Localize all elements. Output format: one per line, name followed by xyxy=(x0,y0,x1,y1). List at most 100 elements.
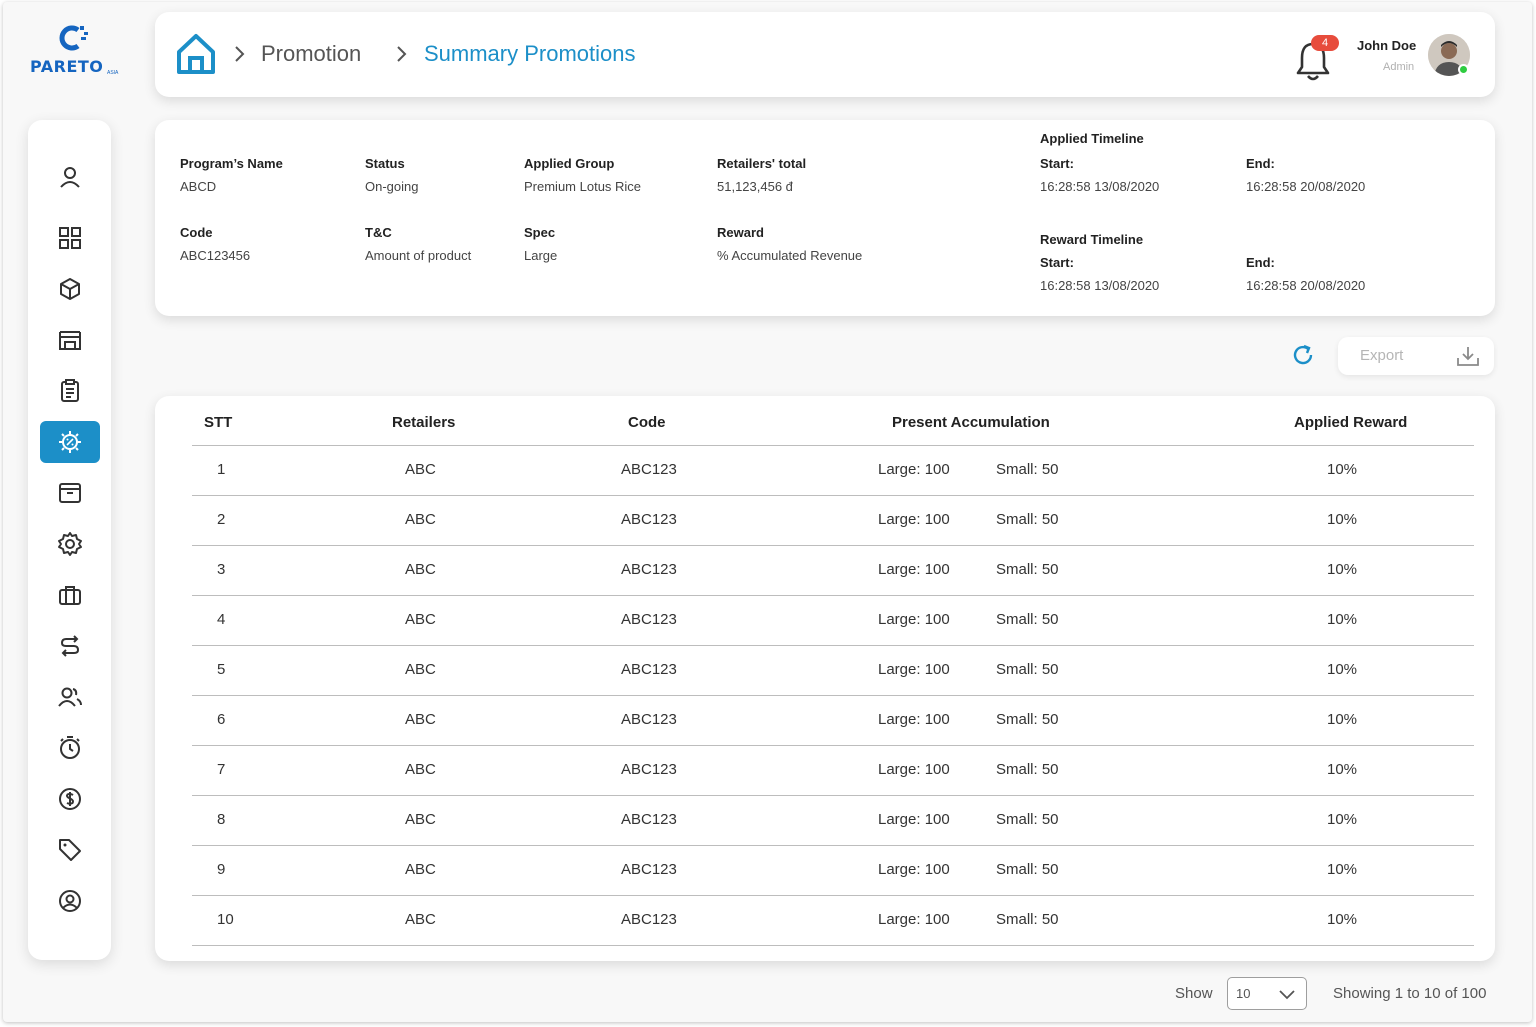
applied-reward-cell: 10% xyxy=(1327,561,1358,578)
table-row[interactable]: 7 ABC ABC123 Large: 100 Small: 50 10% xyxy=(192,746,1474,796)
breadcrumb-promotion[interactable]: Promotion xyxy=(261,41,362,66)
timer-icon xyxy=(60,736,80,759)
home-icon[interactable] xyxy=(175,32,217,76)
reward-start-value: 16:28:58 13/08/2020 xyxy=(1040,278,1160,293)
table-row[interactable]: 9 ABC ABC123 Large: 100 Small: 50 10% xyxy=(192,846,1474,896)
retailer-cell: ABC xyxy=(405,461,436,478)
sidebar-item-account[interactable] xyxy=(40,880,100,922)
briefcase-icon xyxy=(59,586,81,605)
sidebar-item-products[interactable] xyxy=(40,268,100,310)
chevron-down-icon xyxy=(1279,990,1295,1000)
tc-value: Amount of product xyxy=(365,248,472,263)
sidebar-item-routes[interactable] xyxy=(40,625,100,667)
column-header-present-accumulation[interactable]: Present Accumulation xyxy=(892,414,1050,431)
table-row[interactable]: 5 ABC ABC123 Large: 100 Small: 50 10% xyxy=(192,646,1474,696)
code-cell: ABC123 xyxy=(621,811,677,828)
brand-name: PARETO xyxy=(30,57,104,76)
user-name[interactable]: John Doe xyxy=(1357,38,1417,53)
dashboard-icon xyxy=(59,227,81,249)
large-accumulation-cell: Large: 100 xyxy=(878,711,950,728)
program-name-label: Program’s Name xyxy=(180,156,283,171)
table-row[interactable]: 1 ABC ABC123 Large: 100 Small: 50 10% xyxy=(192,446,1474,496)
sidebar-item-stores[interactable] xyxy=(40,319,100,361)
stt-cell: 10 xyxy=(217,911,234,928)
small-accumulation-cell: Small: 50 xyxy=(996,761,1059,778)
stt-cell: 9 xyxy=(217,861,226,878)
applied-reward-cell: 10% xyxy=(1327,711,1358,728)
export-label: Export xyxy=(1360,347,1404,364)
retailer-cell: ABC xyxy=(405,911,436,928)
box-icon xyxy=(60,278,80,300)
notification-badge: 4 xyxy=(1311,35,1339,51)
clipboard-icon xyxy=(61,379,79,402)
small-accumulation-cell: Small: 50 xyxy=(996,511,1059,528)
sidebar-item-settings[interactable] xyxy=(40,523,100,565)
code-cell: ABC123 xyxy=(621,511,677,528)
column-header-applied-reward[interactable]: Applied Reward xyxy=(1294,414,1408,431)
table-row[interactable]: 6 ABC ABC123 Large: 100 Small: 50 10% xyxy=(192,696,1474,746)
applied-reward-cell: 10% xyxy=(1327,861,1358,878)
summary-table: STT Retailers Code Present Accumulation … xyxy=(155,396,1495,961)
refresh-icon[interactable] xyxy=(1290,342,1316,368)
user-role: Admin xyxy=(1383,61,1415,73)
program-info-card: Program’s Name ABCD Status On-going Appl… xyxy=(155,120,1495,316)
table-row[interactable]: 8 ABC ABC123 Large: 100 Small: 50 10% xyxy=(192,796,1474,846)
column-header-stt[interactable]: STT xyxy=(204,414,233,431)
stt-cell: 3 xyxy=(217,561,226,578)
avatar-person-icon xyxy=(1428,34,1470,76)
table-row[interactable]: 3 ABC ABC123 Large: 100 Small: 50 10% xyxy=(192,546,1474,596)
online-status-icon xyxy=(1458,64,1469,75)
archive-icon xyxy=(59,483,81,503)
large-accumulation-cell: Large: 100 xyxy=(878,811,950,828)
promotion-gear-icon xyxy=(59,431,81,453)
code-cell: ABC123 xyxy=(621,611,677,628)
code-cell: ABC123 xyxy=(621,861,677,878)
sidebar-item-archive[interactable] xyxy=(40,472,100,514)
sidebar-item-users[interactable] xyxy=(40,676,100,718)
route-icon xyxy=(60,635,80,657)
logo-mark-icon xyxy=(59,25,88,51)
pagination-summary: Showing 1 to 10 of 100 xyxy=(1333,985,1487,1002)
large-accumulation-cell: Large: 100 xyxy=(878,761,950,778)
sidebar-item-user[interactable] xyxy=(40,156,100,198)
retailers-total-label: Retailers' total xyxy=(717,156,807,171)
retailer-cell: ABC xyxy=(405,711,436,728)
settings-icon xyxy=(58,532,82,556)
table-row[interactable]: 4 ABC ABC123 Large: 100 Small: 50 10% xyxy=(192,596,1474,646)
reward-end-label: End: xyxy=(1246,255,1275,270)
account-circle-icon xyxy=(59,890,81,912)
sidebar-item-dashboard[interactable] xyxy=(40,217,100,259)
applied-start-value: 16:28:58 13/08/2020 xyxy=(1040,179,1160,194)
breadcrumb-chevron-icon xyxy=(397,46,407,62)
sidebar-item-promotion[interactable] xyxy=(40,421,100,463)
sidebar-item-finance[interactable] xyxy=(40,778,100,820)
applied-reward-cell: 10% xyxy=(1327,661,1358,678)
applied-end-value: 16:28:58 20/08/2020 xyxy=(1246,179,1366,194)
code-value: ABC123456 xyxy=(180,248,251,263)
export-button[interactable]: Export xyxy=(1338,337,1494,375)
table-row[interactable]: 2 ABC ABC123 Large: 100 Small: 50 10% xyxy=(192,496,1474,546)
large-accumulation-cell: Large: 100 xyxy=(878,861,950,878)
retailer-cell: ABC xyxy=(405,561,436,578)
applied-reward-cell: 10% xyxy=(1327,611,1358,628)
sidebar-item-business[interactable] xyxy=(40,574,100,616)
store-icon xyxy=(59,331,81,350)
user-icon xyxy=(60,167,80,188)
applied-reward-cell: 10% xyxy=(1327,761,1358,778)
brand-logo[interactable]: PARETO ASIA xyxy=(30,24,120,84)
avatar[interactable] xyxy=(1428,34,1470,76)
sidebar-item-timer[interactable] xyxy=(40,727,100,769)
header-divider xyxy=(192,445,1474,446)
table-row[interactable]: 10 ABC ABC123 Large: 100 Small: 50 10% xyxy=(192,896,1474,946)
sidebar-item-tags[interactable] xyxy=(40,829,100,871)
retailer-cell: ABC xyxy=(405,661,436,678)
large-accumulation-cell: Large: 100 xyxy=(878,661,950,678)
sidebar-item-orders[interactable] xyxy=(40,370,100,412)
page-size-select[interactable]: 10 xyxy=(1227,977,1307,1010)
column-header-code[interactable]: Code xyxy=(628,414,666,431)
stt-cell: 5 xyxy=(217,661,226,678)
page-size-value: 10 xyxy=(1236,986,1251,1001)
column-header-retailers[interactable]: Retailers xyxy=(392,414,456,431)
applied-reward-cell: 10% xyxy=(1327,811,1358,828)
code-cell: ABC123 xyxy=(621,761,677,778)
